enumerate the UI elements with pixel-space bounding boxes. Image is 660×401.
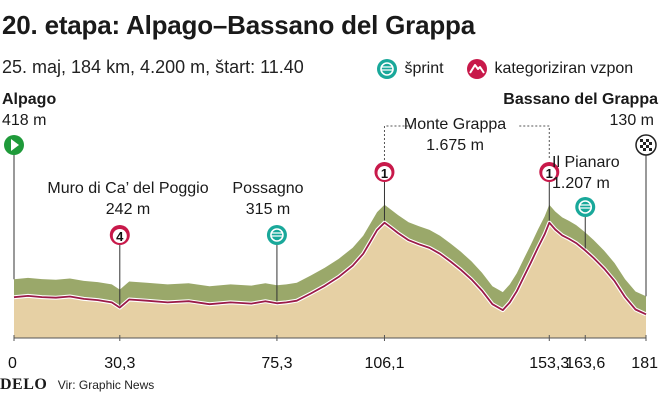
sprint-marker-lines (579, 204, 592, 209)
sprint-name-possagno: Possagno (232, 180, 304, 197)
x-tick-label: 106,1 (364, 355, 404, 372)
climb-category-label: 1 (381, 166, 388, 181)
elevation-area (14, 222, 646, 338)
legend-climb: kategoriziran vzpon (466, 58, 633, 80)
footer: DELO Vir: Graphic News (0, 376, 154, 394)
climb-altitude-monte-grappa: 1.675 m (426, 137, 484, 154)
climb-name-monte-grappa: Monte Grappa (403, 116, 507, 133)
climb-category-icon: 1 (374, 162, 395, 182)
sprint-marker-lines (270, 232, 283, 237)
climb-category-label: 4 (116, 229, 124, 244)
legend-climb-label: kategoriziran vzpon (494, 60, 634, 77)
stage-details: 25. maj, 184 km, 4.200 m, štart: 11.40 (2, 57, 304, 77)
finish-checker-square (646, 145, 649, 148)
finish-checker-square (649, 148, 652, 151)
sprint-label-possagno: Possagno 315 m (208, 178, 328, 220)
x-tick-label: 181 (631, 355, 658, 372)
finish-checker-square (640, 145, 643, 148)
start-name: Alpago (2, 91, 57, 108)
start-altitude: 418 m (2, 112, 47, 129)
sprint-icon (575, 197, 596, 217)
finish-flag-icon (635, 134, 657, 156)
x-tick-label: 0 (8, 355, 17, 372)
climb-label-muro: Muro di Ca’ del Poggio 242 m (28, 178, 228, 220)
source-credit: Vir: Graphic News (57, 378, 155, 392)
climb-label-monte-grappa: Monte Grappa 1.675 m (380, 114, 530, 156)
sprint-label-il-pianaro: Il Pianaro 1.207 m (552, 152, 620, 194)
climb-altitude-muro: 242 m (105, 201, 151, 218)
x-tick-label: 75,3 (261, 355, 292, 372)
brand-logo: DELO (0, 376, 48, 393)
mountain-icon (467, 59, 487, 79)
terrain-slope-band (14, 204, 646, 315)
sprint-marker-ring (578, 200, 593, 214)
page-title: 20. etapa: Alpago–Bassano del Grappa (2, 10, 475, 40)
finish-checker-square (646, 139, 649, 142)
sprint-marker-ring (270, 228, 284, 242)
climb-category-label: 1 (546, 166, 553, 181)
climb-marker-inner (112, 229, 127, 243)
x-tick-label: 30,3 (104, 355, 135, 372)
sprint-icon (266, 225, 287, 245)
finish-altitude: 130 m (609, 112, 654, 129)
climb-name-muro: Muro di Ca’ del Poggio (47, 180, 209, 197)
climb-marker-inner (542, 166, 557, 180)
climb-marker-inner (377, 166, 392, 180)
sprint-name-il-pianaro: Il Pianaro (552, 154, 620, 171)
start-flag-icon (4, 135, 24, 155)
sprint-icon (377, 59, 397, 79)
sprint-altitude-possagno: 315 m (245, 201, 291, 218)
finish-name: Bassano del Grappa (503, 91, 658, 108)
start-play-glyph (11, 139, 19, 151)
x-tick-label: 163,6 (565, 355, 605, 372)
finish-checker-square (643, 148, 646, 151)
sprint-marker-circle (575, 197, 596, 217)
monte-grappa-bracket (383, 125, 550, 160)
finish-checker-square (643, 142, 646, 145)
sprint-altitude-il-pianaro: 1.207 m (552, 175, 610, 192)
elevation-line (13, 221, 647, 316)
finish-checker-square (640, 139, 643, 142)
legend-sprint: šprint (376, 58, 444, 80)
climb-category-icon: 4 (109, 225, 130, 245)
x-tick-label: 153,3 (529, 355, 569, 372)
climb-category-icon: 1 (539, 162, 560, 182)
legend-sprint-label: šprint (404, 60, 444, 77)
finish-checker-square (649, 142, 652, 145)
sprint-marker-circle (266, 225, 287, 245)
